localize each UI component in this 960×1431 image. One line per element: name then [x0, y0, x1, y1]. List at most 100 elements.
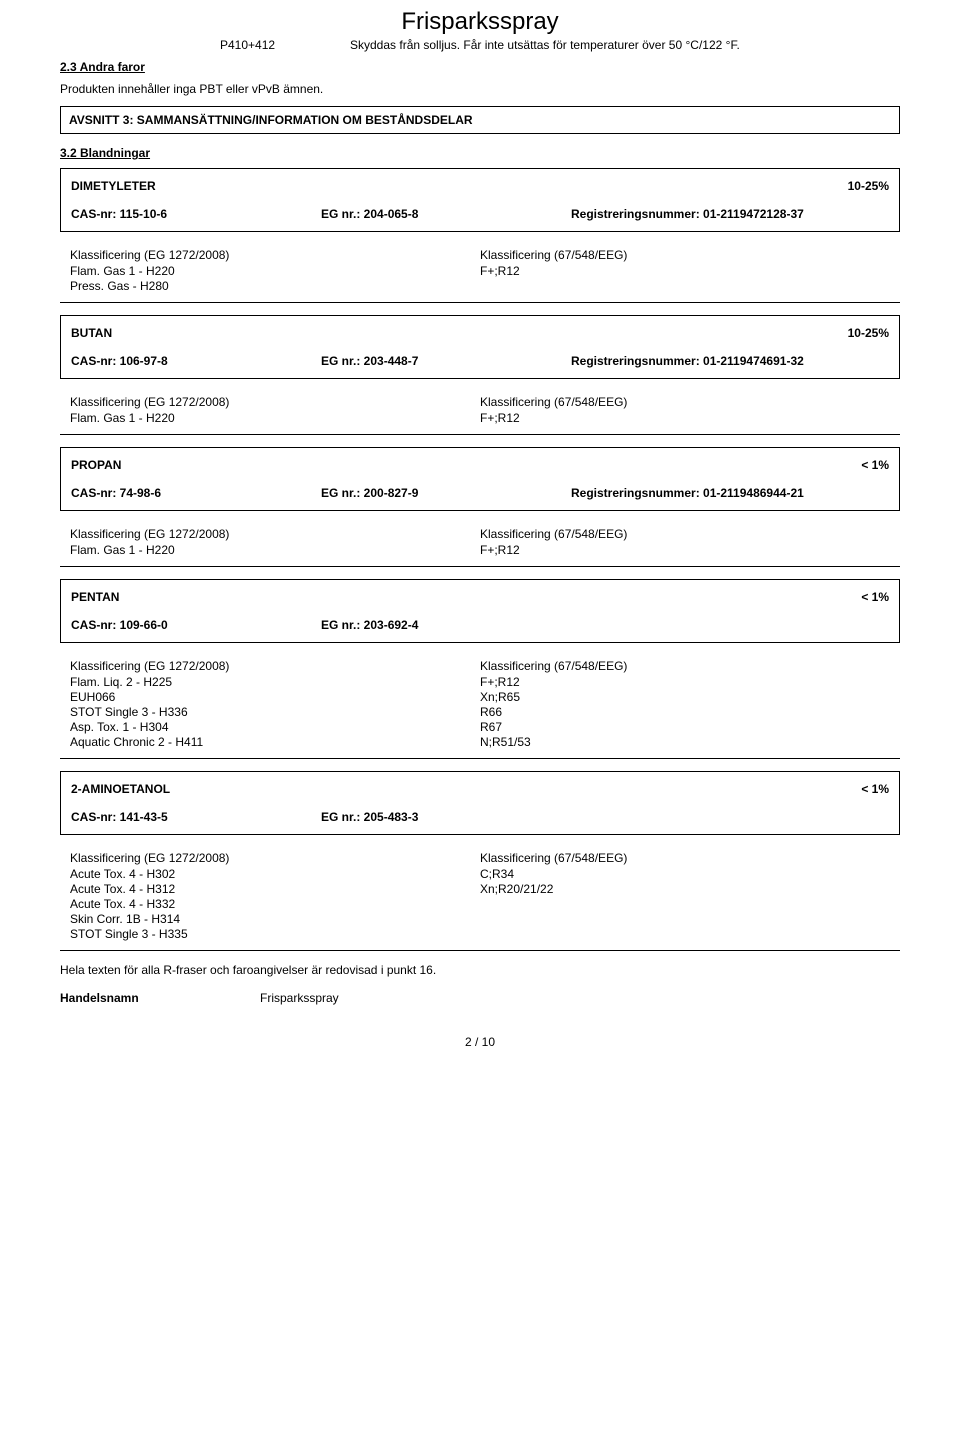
dsd-line: R66 [480, 705, 890, 719]
clp-line: Skin Corr. 1B - H314 [70, 912, 480, 926]
component-ids: CAS-nr: 106-97-8EG nr.: 203-448-7Registr… [61, 348, 899, 378]
component-percent: < 1% [861, 590, 889, 604]
handelsnamn-value: Frisparksspray [260, 991, 339, 1005]
cas-number: CAS-nr: 109-66-0 [71, 618, 321, 632]
document-title: Frisparksspray [60, 8, 900, 36]
clp-header: Klassificering (EG 1272/2008) [70, 395, 480, 409]
dsd-line: F+;R12 [480, 264, 890, 278]
component-percent: < 1% [861, 782, 889, 796]
component-header: DIMETYLETER 10-25% [61, 169, 899, 201]
cas-number: CAS-nr: 115-10-6 [71, 207, 321, 221]
clp-line: STOT Single 3 - H335 [70, 927, 480, 941]
dsd-column: Klassificering (67/548/EEG)F+;R12 [480, 248, 890, 294]
cas-number: CAS-nr: 74-98-6 [71, 486, 321, 500]
component-percent: 10-25% [848, 326, 889, 340]
handelsnamn-label: Handelsnamn [60, 991, 260, 1005]
registration-number [571, 810, 889, 824]
eg-number: EG nr.: 203-448-7 [321, 354, 571, 368]
component-ids: CAS-nr: 141-43-5EG nr.: 205-483-3 [61, 804, 899, 834]
section-2-3-text: Produkten innehåller inga PBT eller vPvB… [60, 82, 900, 96]
dsd-line: F+;R12 [480, 543, 890, 557]
eg-number: EG nr.: 205-483-3 [321, 810, 571, 824]
dsd-header: Klassificering (67/548/EEG) [480, 527, 890, 541]
dsd-column: Klassificering (67/548/EEG) F+;R12 [480, 527, 890, 558]
clp-line: STOT Single 3 - H336 [70, 705, 480, 719]
clp-header: Klassificering (EG 1272/2008) [70, 248, 480, 262]
eg-number: EG nr.: 204-065-8 [321, 207, 571, 221]
clp-line: Flam. Gas 1 - H220 [70, 543, 480, 557]
clp-line: Asp. Tox. 1 - H304 [70, 720, 480, 734]
clp-line: Flam. Liq. 2 - H225 [70, 675, 480, 689]
classification-block: Klassificering (EG 1272/2008) Flam. Gas 1… [60, 387, 900, 434]
classification-wrap: Klassificering (EG 1272/2008) Flam. Gas 1… [60, 387, 900, 435]
clp-column: Klassificering (EG 1272/2008) Flam. Liq. … [70, 659, 480, 750]
clp-line: Acute Tox. 4 - H312 [70, 882, 480, 896]
clp-line: Flam. Gas 1 - H220 [70, 411, 480, 425]
p-desc: Skyddas från solljus. Får inte utsättas … [300, 38, 900, 52]
dsd-line: F+;R12 [480, 411, 890, 425]
classification-block: Klassificering (EG 1272/2008) Flam. Liq. … [60, 651, 900, 758]
dsd-column: Klassificering (67/548/EEG)F+;R12Xn;R65R… [480, 659, 890, 750]
dsd-line: F+;R12 [480, 675, 890, 689]
section-3-bar: AVSNITT 3: SAMMANSÄTTNING/INFORMATION OM… [60, 106, 900, 134]
classification-wrap: Klassificering (EG 1272/2008) Acute Tox. … [60, 843, 900, 951]
component-name: BUTAN [71, 326, 112, 340]
component-ids: CAS-nr: 115-10-6EG nr.: 204-065-8Registr… [61, 201, 899, 231]
dsd-header: Klassificering (67/548/EEG) [480, 395, 890, 409]
dsd-line: C;R34 [480, 867, 890, 881]
section-2-3-heading: 2.3 Andra faror [60, 60, 900, 74]
p-code: P410+412 [60, 38, 300, 52]
component-header: PENTAN < 1% [61, 580, 899, 612]
registration-number: Registreringsnummer: 01-2119474691-32 [571, 354, 889, 368]
component-header: 2-AMINOETANOL < 1% [61, 772, 899, 804]
clp-line: EUH066 [70, 690, 480, 704]
classification-block: Klassificering (EG 1272/2008) Flam. Gas 1… [60, 240, 900, 302]
dsd-line: N;R51/53 [480, 735, 890, 749]
dsd-line: Xn;R65 [480, 690, 890, 704]
dsd-column: Klassificering (67/548/EEG)C;R34Xn;R20/2… [480, 851, 890, 942]
registration-number: Registreringsnummer: 01-2119472128-37 [571, 207, 889, 221]
components-list: DIMETYLETER10-25%CAS-nr: 115-10-6EG nr.:… [60, 168, 900, 951]
classification-block: Klassificering (EG 1272/2008) Flam. Gas 1… [60, 519, 900, 566]
component-box: DIMETYLETER 10-25% CAS-nr: 115-10-6EG nr.:… [60, 168, 900, 232]
component-name: 2-AMINOETANOL [71, 782, 170, 796]
clp-column: Klassificering (EG 1272/2008) Flam. Gas 1… [70, 395, 480, 426]
clp-column: Klassificering (EG 1272/2008) Flam. Gas 1… [70, 527, 480, 558]
clp-header: Klassificering (EG 1272/2008) [70, 851, 480, 865]
dsd-line: Xn;R20/21/22 [480, 882, 890, 896]
header-p-statement: P410+412 Skyddas från solljus. Får inte … [60, 38, 900, 52]
classification-wrap: Klassificering (EG 1272/2008) Flam. Liq. … [60, 651, 900, 759]
page-footer: 2 / 10 [60, 1035, 900, 1049]
component-name: PENTAN [71, 590, 119, 604]
cas-number: CAS-nr: 106-97-8 [71, 354, 321, 368]
dsd-column: Klassificering (67/548/EEG) F+;R12 [480, 395, 890, 426]
component-ids: CAS-nr: 74-98-6EG nr.: 200-827-9Registre… [61, 480, 899, 510]
clp-column: Klassificering (EG 1272/2008) Acute Tox. … [70, 851, 480, 942]
page: Frisparksspray P410+412 Skyddas från sol… [0, 8, 960, 1079]
component-header: BUTAN 10-25% [61, 316, 899, 348]
section-3-2-heading: 3.2 Blandningar [60, 146, 900, 160]
component-box: 2-AMINOETANOL < 1% CAS-nr: 141-43-5EG nr.:… [60, 771, 900, 835]
eg-number: EG nr.: 203-692-4 [321, 618, 571, 632]
component-name: DIMETYLETER [71, 179, 156, 193]
clp-header: Klassificering (EG 1272/2008) [70, 659, 480, 673]
component-name: PROPAN [71, 458, 121, 472]
registration-number [571, 618, 889, 632]
full-text-note: Hela texten för alla R-fraser och faroan… [60, 963, 900, 977]
component-box: PENTAN < 1% CAS-nr: 109-66-0EG nr.: 203-69… [60, 579, 900, 643]
component-header: PROPAN< 1% [61, 448, 899, 480]
cas-number: CAS-nr: 141-43-5 [71, 810, 321, 824]
component-percent: 10-25% [848, 179, 889, 193]
component-box: PROPAN< 1%CAS-nr: 74-98-6EG nr.: 200-827… [60, 447, 900, 511]
registration-number: Registreringsnummer: 01-2119486944-21 [571, 486, 889, 500]
dsd-line: R67 [480, 720, 890, 734]
clp-line: Flam. Gas 1 - H220 [70, 264, 480, 278]
clp-header: Klassificering (EG 1272/2008) [70, 527, 480, 541]
eg-number: EG nr.: 200-827-9 [321, 486, 571, 500]
dsd-header: Klassificering (67/548/EEG) [480, 659, 890, 673]
clp-line: Press. Gas - H280 [70, 279, 480, 293]
component-box: BUTAN 10-25% CAS-nr: 106-97-8EG nr.: 203-4… [60, 315, 900, 379]
classification-wrap: Klassificering (EG 1272/2008) Flam. Gas 1… [60, 519, 900, 567]
clp-line: Aquatic Chronic 2 - H411 [70, 735, 480, 749]
handelsnamn-row: Handelsnamn Frisparksspray [60, 991, 900, 1005]
